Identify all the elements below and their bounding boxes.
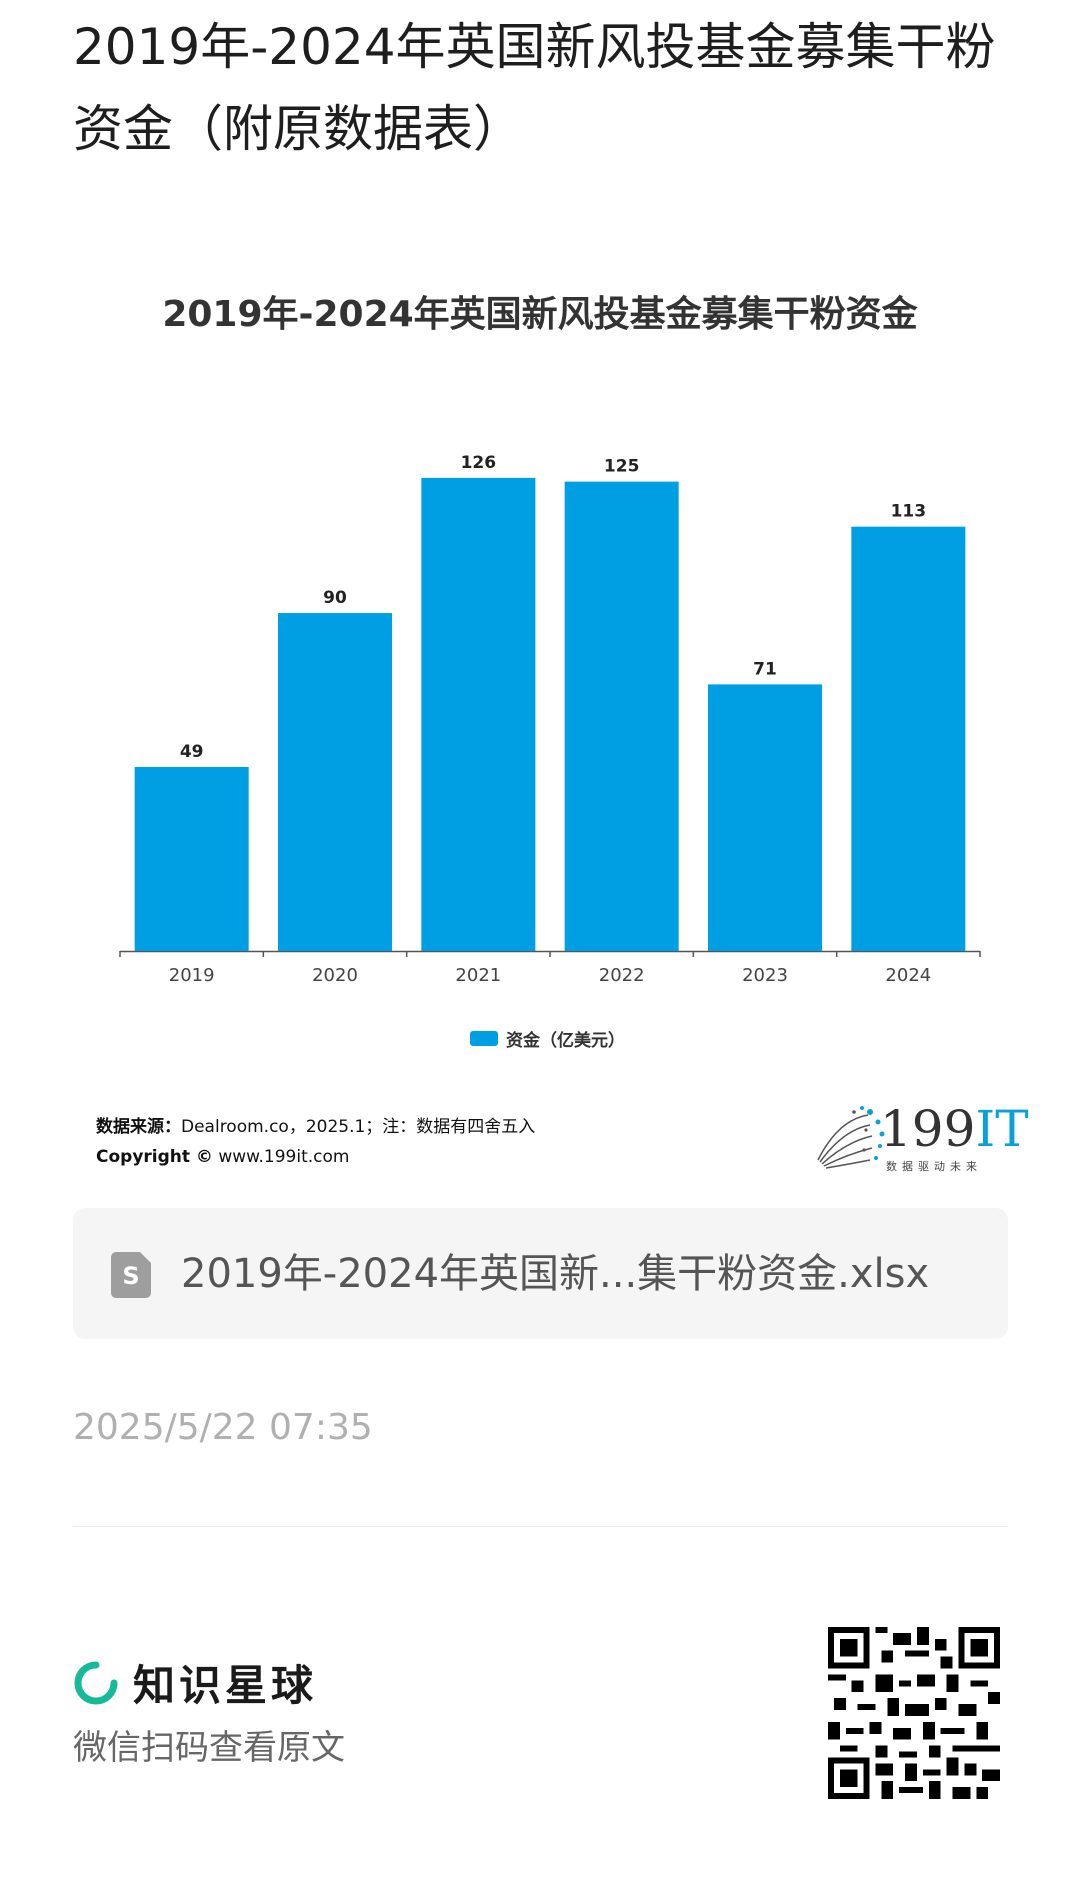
qr-code[interactable] — [828, 1627, 1000, 1799]
tick-label-2021: 2021 — [455, 965, 501, 986]
logo-tagline: 数据驱动未来 — [886, 1160, 982, 1173]
scan-prompt: 微信扫码查看原文 — [73, 1728, 345, 1768]
legend-swatch — [470, 1031, 498, 1046]
spreadsheet-s-icon: S — [111, 1252, 151, 1298]
file-attachment[interactable]: S 2019年-2024年英国新...集干粉资金.xlsx — [73, 1208, 1008, 1339]
copyright-label: Copyright © — [96, 1147, 213, 1167]
bar-2020 — [278, 613, 392, 951]
brand-name: 知识星球 — [133, 1661, 318, 1710]
tick-label-2024: 2024 — [885, 965, 931, 986]
tick-label-2023: 2023 — [742, 965, 788, 986]
post-timestamp: 2025/5/22 07:35 — [73, 1407, 373, 1448]
tick-label-2020: 2020 — [312, 965, 358, 986]
tick-label-2022: 2022 — [599, 965, 645, 986]
data-label-2022: 125 — [604, 457, 640, 477]
divider — [73, 1526, 1008, 1527]
bar-chart: 49 2019 90 2020 126 2021 125 2022 71 2023 113 2024 — [119, 453, 981, 986]
legend-label: 资金（亿美元） — [506, 1031, 625, 1051]
brand: 知识星球 — [73, 1652, 317, 1713]
bar-2024 — [851, 526, 966, 951]
199it-logo-icon — [817, 1106, 885, 1169]
source-text: Dealroom.co，2025.1；注：数据有四舍五入 — [181, 1117, 536, 1137]
knowledge-planet-ring-icon — [74, 1661, 118, 1704]
data-label-2021: 126 — [461, 453, 497, 473]
chart-legend: 资金（亿美元） — [470, 1026, 625, 1051]
bar-2023 — [708, 684, 822, 951]
data-label-2023: 71 — [753, 659, 777, 679]
bar-2022 — [564, 481, 679, 951]
chart-title: 2019年-2024年英国新风投基金募集干粉资金 — [162, 294, 918, 335]
source-label: 数据来源： — [96, 1117, 181, 1137]
data-label-2020: 90 — [323, 588, 347, 608]
data-source: 数据来源：Dealroom.co，2025.1；注：数据有四舍五入 Copyri… — [96, 1112, 535, 1172]
tick-label-2019: 2019 — [169, 965, 215, 986]
page-title: 2019年-2024年英国新风投基金募集干粉资金（附原数据表） — [73, 18, 996, 158]
copyright-url: www.199it.com — [218, 1147, 350, 1167]
file-name[interactable]: 2019年-2024年英国新...集干粉资金.xlsx — [181, 1251, 930, 1297]
bar-2021 — [421, 477, 536, 951]
data-label-2019: 49 — [180, 742, 204, 762]
bar-2019 — [134, 767, 249, 951]
data-label-2024: 113 — [891, 502, 927, 522]
199it-logo-text: 199IT — [880, 1100, 1029, 1158]
